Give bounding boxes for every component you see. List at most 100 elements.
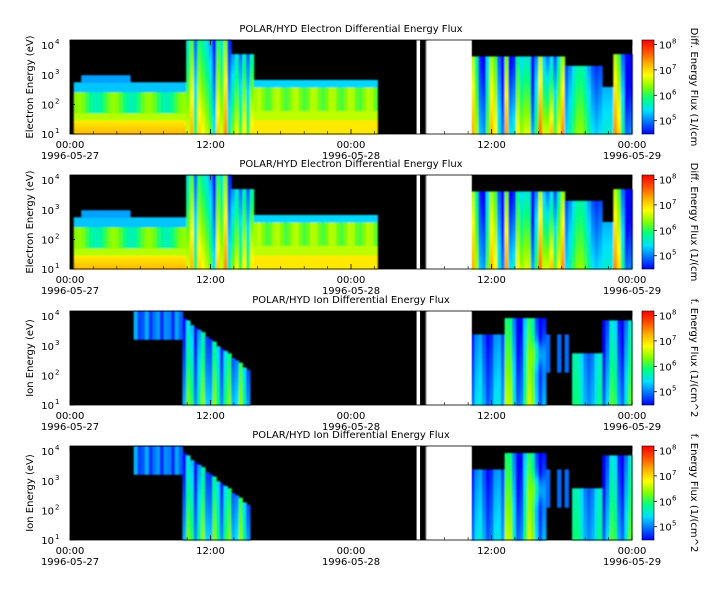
heatmap-cell xyxy=(99,105,105,109)
heatmap-cell xyxy=(111,131,116,135)
heatmap-cell xyxy=(328,79,333,83)
heatmap-cell xyxy=(276,79,281,83)
heatmap-cell xyxy=(234,101,240,105)
heatmap-cell xyxy=(257,105,262,109)
heatmap-cell xyxy=(186,58,191,62)
heatmap-cell xyxy=(182,117,187,121)
heatmap-cell xyxy=(141,124,146,128)
heatmap-cell xyxy=(231,58,236,62)
heatmap-cell xyxy=(182,103,187,107)
heatmap-cell xyxy=(193,112,198,116)
heatmap-cell xyxy=(73,89,79,93)
heatmap-cell xyxy=(174,84,180,88)
heatmap-cell xyxy=(489,110,494,114)
heatmap-cell xyxy=(107,115,112,119)
heatmap-cell xyxy=(152,115,157,119)
heatmap-cell xyxy=(317,89,322,93)
heatmap-cell xyxy=(291,84,296,88)
heatmap-cell xyxy=(152,82,157,86)
heatmap-cell xyxy=(159,108,165,112)
heatmap-cell xyxy=(246,72,251,76)
heatmap-cell xyxy=(223,84,228,88)
heatmap-cell xyxy=(99,122,105,126)
heatmap-cell xyxy=(249,126,255,130)
heatmap-cell xyxy=(249,108,255,112)
heatmap-cell xyxy=(152,101,157,105)
heatmap-cell xyxy=(302,129,307,133)
heatmap-cell xyxy=(238,70,243,74)
heatmap-cell xyxy=(249,124,255,128)
heatmap-cell xyxy=(231,122,236,126)
heatmap-cell xyxy=(107,75,112,79)
heatmap-cell xyxy=(478,61,483,65)
heatmap-cell xyxy=(354,124,360,128)
heatmap-cell xyxy=(313,94,318,97)
heatmap-cell xyxy=(279,101,285,105)
heatmap-cell xyxy=(242,61,247,65)
heatmap-cell xyxy=(156,105,161,109)
heatmap-cell xyxy=(84,122,90,126)
heatmap-cell xyxy=(231,82,236,86)
heatmap-cell xyxy=(99,91,105,95)
heatmap-cell xyxy=(81,89,86,93)
heatmap-cell xyxy=(365,94,371,97)
heatmap-cell xyxy=(309,87,315,90)
heatmap-cell xyxy=(276,126,281,130)
heatmap-cell xyxy=(557,56,562,60)
heatmap-cell xyxy=(482,77,487,81)
heatmap-cell xyxy=(219,119,225,123)
heatmap-cell xyxy=(482,126,487,130)
heatmap-cell xyxy=(99,112,105,116)
heatmap-cell xyxy=(144,119,150,123)
heatmap-cell xyxy=(351,110,356,114)
heatmap-cell xyxy=(193,122,198,126)
heatmap-cell xyxy=(425,94,431,97)
heatmap-cell xyxy=(227,68,232,72)
heatmap-cell xyxy=(246,68,251,72)
heatmap-cell xyxy=(118,115,124,119)
heatmap-cell xyxy=(351,91,356,95)
heatmap-cell xyxy=(287,112,292,116)
heatmap-cell xyxy=(324,87,330,90)
heatmap-cell xyxy=(208,65,213,69)
heatmap-cell xyxy=(268,82,273,86)
heatmap-cell xyxy=(373,101,378,105)
heatmap-cell xyxy=(182,87,187,90)
heatmap-cell xyxy=(197,122,202,126)
heatmap-cell xyxy=(321,98,326,102)
heatmap-cell xyxy=(212,56,217,60)
heatmap-cell xyxy=(204,101,210,105)
heatmap-cell xyxy=(336,126,341,130)
heatmap-cell xyxy=(485,94,491,97)
heatmap-cell xyxy=(283,119,288,123)
heatmap-cell xyxy=(261,87,266,90)
heatmap-cell xyxy=(306,91,311,95)
heatmap-cell xyxy=(77,103,82,107)
heatmap-cell xyxy=(99,77,105,81)
heatmap-cell xyxy=(73,117,79,121)
heatmap-cell xyxy=(306,96,311,100)
heatmap-cell xyxy=(294,115,300,119)
heatmap-cell xyxy=(324,79,330,83)
heatmap-cell xyxy=(84,89,90,93)
heatmap-cell xyxy=(126,101,131,105)
heatmap-cell xyxy=(268,91,273,95)
heatmap-cell xyxy=(174,89,180,93)
heatmap-cell xyxy=(328,84,333,88)
heatmap-cell xyxy=(287,91,292,95)
heatmap-cell xyxy=(126,98,131,102)
heatmap-cell xyxy=(227,101,232,105)
heatmap-cell xyxy=(317,96,322,100)
heatmap-cell xyxy=(347,82,352,86)
heatmap-cell xyxy=(227,40,232,43)
heatmap-cell xyxy=(186,68,191,72)
heatmap-cell xyxy=(242,112,247,116)
heatmap-cell xyxy=(216,96,221,100)
heatmap-cell xyxy=(249,96,255,100)
heatmap-cell xyxy=(92,117,97,121)
heatmap-cell xyxy=(129,126,135,130)
heatmap-cell xyxy=(339,96,345,100)
heatmap-cell xyxy=(163,84,169,88)
heatmap-cell xyxy=(257,84,262,88)
heatmap-cell xyxy=(339,101,345,105)
